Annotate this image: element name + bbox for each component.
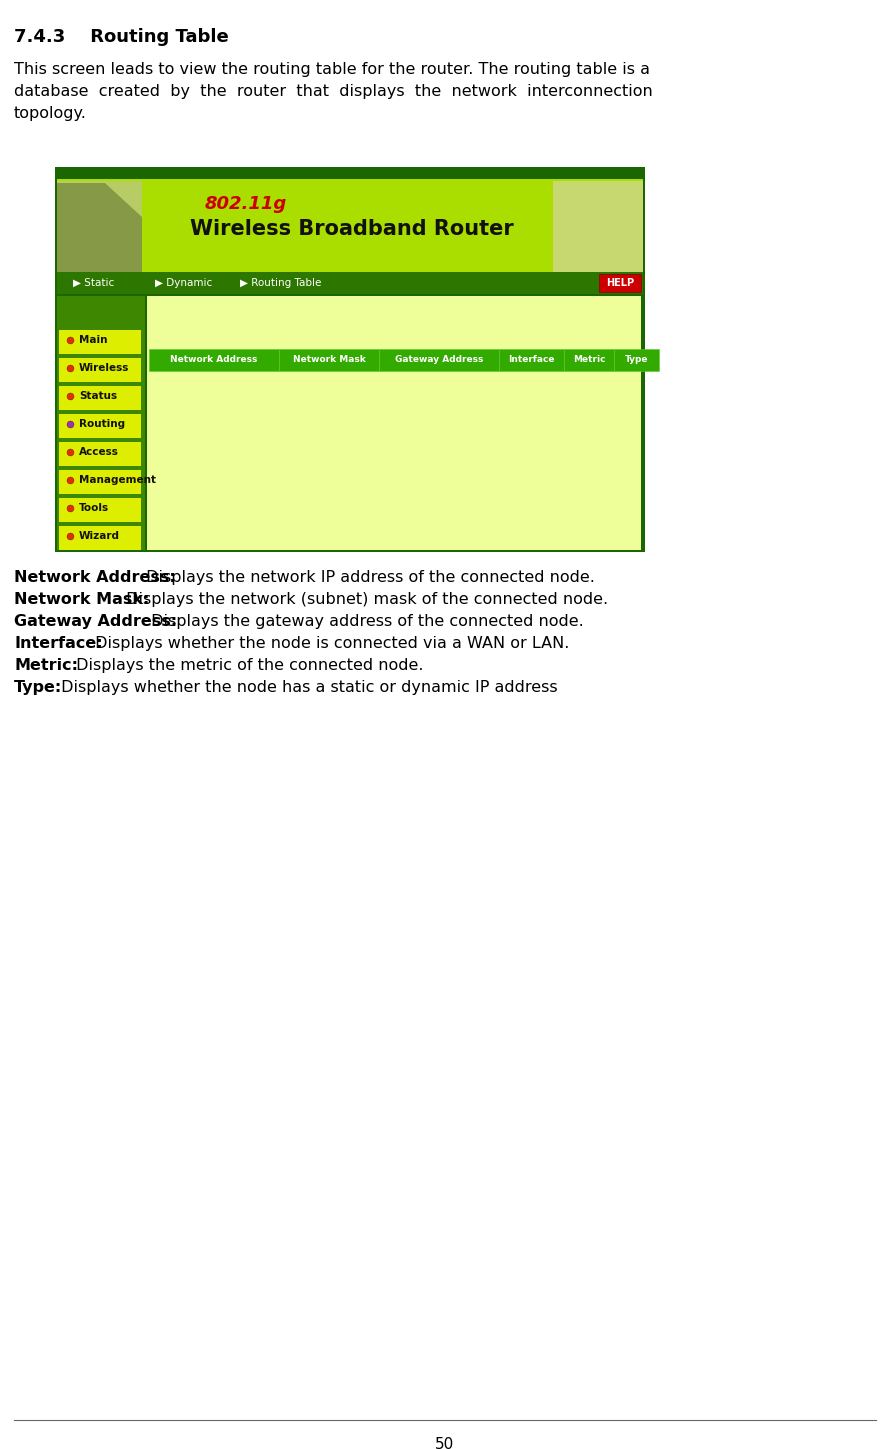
Text: Type: Type xyxy=(625,355,648,365)
Text: Interface: Interface xyxy=(508,355,554,365)
Text: Gateway Address: Gateway Address xyxy=(395,355,483,365)
Bar xyxy=(59,442,141,467)
Text: Wireless Broadband Router: Wireless Broadband Router xyxy=(190,219,514,239)
Bar xyxy=(279,349,379,371)
Text: Wizard: Wizard xyxy=(79,530,120,540)
Text: 7.4.3    Routing Table: 7.4.3 Routing Table xyxy=(14,28,229,46)
Bar xyxy=(57,170,643,272)
Bar xyxy=(57,170,643,180)
Bar xyxy=(59,498,141,522)
Text: Type:: Type: xyxy=(14,680,62,696)
Text: Displays the gateway address of the connected node.: Displays the gateway address of the conn… xyxy=(146,614,584,629)
Text: ▶ Dynamic: ▶ Dynamic xyxy=(155,278,212,288)
Text: Displays whether the node has a static or dynamic IP address: Displays whether the node has a static o… xyxy=(56,680,558,696)
Bar xyxy=(599,274,641,293)
Bar xyxy=(147,296,641,551)
Text: 802.11g: 802.11g xyxy=(205,196,287,213)
Bar xyxy=(55,167,645,552)
Text: ▶ Routing Table: ▶ Routing Table xyxy=(240,278,321,288)
Text: Network Mask: Network Mask xyxy=(293,355,366,365)
Text: ▶ Static: ▶ Static xyxy=(73,278,114,288)
Bar xyxy=(59,385,141,410)
Bar xyxy=(57,296,145,551)
Bar xyxy=(57,272,643,294)
Text: HELP: HELP xyxy=(606,278,634,288)
Text: 50: 50 xyxy=(435,1437,455,1449)
Text: Status: Status xyxy=(79,391,117,401)
Text: Displays whether the node is connected via a WAN or LAN.: Displays whether the node is connected v… xyxy=(90,636,570,651)
Text: Wireless: Wireless xyxy=(79,364,129,372)
Text: This screen leads to view the routing table for the router. The routing table is: This screen leads to view the routing ta… xyxy=(14,62,650,77)
Text: Displays the metric of the connected node.: Displays the metric of the connected nod… xyxy=(71,658,424,672)
Bar xyxy=(499,349,564,371)
Bar xyxy=(59,358,141,383)
Text: Access: Access xyxy=(79,446,119,456)
Bar xyxy=(149,349,279,371)
Bar xyxy=(59,469,141,494)
Polygon shape xyxy=(57,183,142,272)
Text: Tools: Tools xyxy=(79,503,109,513)
Bar xyxy=(553,181,643,272)
Text: Displays the network IP address of the connected node.: Displays the network IP address of the c… xyxy=(141,569,595,585)
Bar xyxy=(379,349,499,371)
Text: Gateway Address:: Gateway Address: xyxy=(14,614,177,629)
Bar xyxy=(564,349,614,371)
Text: Network Address: Network Address xyxy=(170,355,258,365)
Bar xyxy=(614,349,659,371)
Text: Management: Management xyxy=(79,475,156,485)
Text: topology.: topology. xyxy=(14,106,87,122)
Text: database  created  by  the  router  that  displays  the  network  interconnectio: database created by the router that disp… xyxy=(14,84,652,99)
Bar xyxy=(59,330,141,354)
Bar xyxy=(59,414,141,438)
Bar xyxy=(57,181,142,272)
Text: Main: Main xyxy=(79,335,108,345)
Text: Displays the network (subnet) mask of the connected node.: Displays the network (subnet) mask of th… xyxy=(121,593,608,607)
Text: Metric:: Metric: xyxy=(14,658,78,672)
Text: Network Address:: Network Address: xyxy=(14,569,175,585)
Text: Routing: Routing xyxy=(79,419,125,429)
Text: Metric: Metric xyxy=(573,355,605,365)
Bar xyxy=(59,526,141,551)
Text: Interface:: Interface: xyxy=(14,636,102,651)
Text: Network Mask:: Network Mask: xyxy=(14,593,150,607)
